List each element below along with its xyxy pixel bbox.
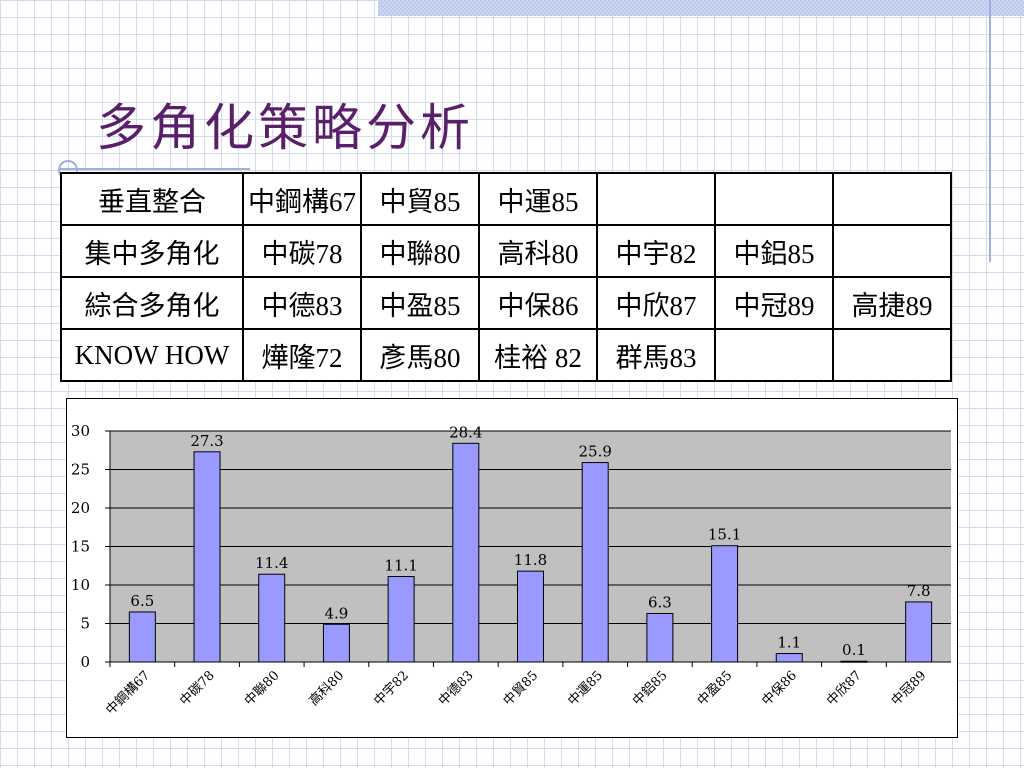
data-label: 0.1 <box>842 641 866 659</box>
bar <box>387 576 415 663</box>
y-tick-label: 15 <box>71 538 90 556</box>
table-cell <box>832 224 952 278</box>
x-tick-label: 中碳78 <box>177 668 218 709</box>
x-tick-label: 中運85 <box>565 668 606 709</box>
table-cell: 中德83 <box>242 276 362 330</box>
table-cell <box>832 328 952 382</box>
table-row: 集中多角化 中碳78 中聯80 高科80 中宇82 中鋁85 <box>60 224 952 278</box>
slide-title: 多角化策略分析 <box>96 99 474 157</box>
row-header: 集中多角化 <box>60 224 244 278</box>
table-cell: 中欣87 <box>596 276 716 330</box>
bar <box>193 451 221 663</box>
table-cell: 中盈85 <box>360 276 480 330</box>
table-cell: 中保86 <box>478 276 598 330</box>
data-label: 6.3 <box>648 593 672 611</box>
table-cell <box>714 328 834 382</box>
table-cell: 群馬83 <box>596 328 716 382</box>
data-label: 1.1 <box>777 634 801 652</box>
table-cell: 中聯80 <box>360 224 480 278</box>
table-cell <box>714 172 834 226</box>
row-header: 綜合多角化 <box>60 276 244 330</box>
top-decorative-band <box>378 0 1024 16</box>
x-tick-label: 中盈85 <box>695 668 736 709</box>
bar-chart-svg: 0 5 10 15 20 25 30 6.5 中鋼構67 27.3 中碳78 11.4 中聯80 4.9 高… <box>71 422 951 718</box>
y-tick-label: 20 <box>71 499 90 517</box>
x-tick-label: 中保86 <box>759 668 800 709</box>
table-cell: 桂裕 82 <box>478 328 598 382</box>
bar <box>775 653 803 663</box>
table-cell: 彥馬80 <box>360 328 480 382</box>
data-label: 6.5 <box>130 592 154 610</box>
y-tick-label: 0 <box>80 653 90 671</box>
x-tick-label: 高科80 <box>306 668 347 709</box>
data-label: 11.8 <box>514 551 547 569</box>
table-cell: 中貿85 <box>360 172 480 226</box>
x-tick-label: 中冠89 <box>889 668 930 709</box>
bar <box>452 442 480 663</box>
data-label: 27.3 <box>190 432 223 450</box>
x-tick-label: 中鋼構67 <box>103 668 153 718</box>
bar <box>517 570 544 663</box>
data-label: 25.9 <box>578 443 611 461</box>
table-cell: 燁隆72 <box>242 328 362 382</box>
bar <box>322 623 350 663</box>
row-header: 垂直整合 <box>60 172 244 226</box>
table-cell: 中碳78 <box>242 224 362 278</box>
bar <box>258 573 286 663</box>
data-label: 4.9 <box>324 604 348 622</box>
bar <box>581 462 609 663</box>
data-label: 11.4 <box>255 554 288 572</box>
bar <box>905 601 933 663</box>
x-tick-label: 中聯80 <box>242 668 283 709</box>
row-header: KNOW HOW <box>60 328 244 382</box>
decorative-title-underline <box>60 168 250 170</box>
table-row: KNOW HOW 燁隆72 彥馬80 桂裕 82 群馬83 <box>60 328 952 382</box>
table-cell: 高捷89 <box>832 276 952 330</box>
y-tick-label: 10 <box>71 576 90 594</box>
x-tick-label: 中貿85 <box>501 668 542 709</box>
data-label: 11.1 <box>384 557 417 575</box>
bar <box>646 612 674 663</box>
data-label: 28.4 <box>449 423 482 441</box>
table-cell <box>832 172 952 226</box>
data-label: 15.1 <box>708 526 741 544</box>
x-tick-label: 中德83 <box>436 668 477 709</box>
x-tick-label: 中欣87 <box>824 668 865 709</box>
table-cell: 中運85 <box>478 172 598 226</box>
table-cell <box>596 172 716 226</box>
bar <box>128 611 156 663</box>
table-cell: 中鋼構67 <box>242 172 362 226</box>
table-row: 綜合多角化 中德83 中盈85 中保86 中欣87 中冠89 高捷89 <box>60 276 952 330</box>
x-tick-label: 中宇82 <box>371 668 412 709</box>
table-row: 垂直整合 中鋼構67 中貿85 中運85 <box>60 172 952 226</box>
y-tick-label: 25 <box>71 461 90 479</box>
decorative-vertical-line <box>989 0 991 262</box>
table-cell: 高科80 <box>478 224 598 278</box>
data-label: 7.8 <box>907 582 931 600</box>
strategy-table: 垂直整合 中鋼構67 中貿85 中運85 集中多角化 中碳78 中聯80 高科8… <box>60 172 952 382</box>
y-tick-label: 5 <box>80 615 90 633</box>
bar <box>840 660 868 663</box>
table-cell: 中冠89 <box>714 276 834 330</box>
bar <box>711 545 739 663</box>
y-tick-label: 30 <box>71 422 90 440</box>
table-cell: 中鋁85 <box>714 224 834 278</box>
bar-chart: 0 5 10 15 20 25 30 6.5 中鋼構67 27.3 中碳78 11.4 中聯80 4.9 高… <box>66 398 958 738</box>
table-cell: 中宇82 <box>596 224 716 278</box>
x-tick-label: 中鋁85 <box>630 668 671 709</box>
